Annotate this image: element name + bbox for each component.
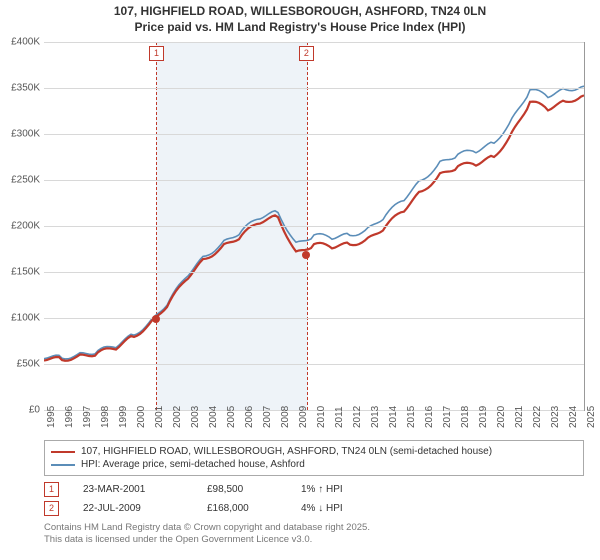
x-tick-label: 2018 <box>460 406 471 428</box>
x-tick-label: 2024 <box>568 406 579 428</box>
gridline <box>44 180 584 181</box>
x-tick-label: 2021 <box>514 406 525 428</box>
legend-label: HPI: Average price, semi-detached house,… <box>81 459 305 470</box>
x-tick-label: 2020 <box>496 406 507 428</box>
chart-title-line2: Price paid vs. HM Land Registry's House … <box>0 20 600 34</box>
marker-box: 2 <box>299 46 314 61</box>
x-tick-label: 2023 <box>550 406 561 428</box>
y-tick-label: £0 <box>0 405 40 416</box>
series-line-address <box>44 95 584 360</box>
x-tick-label: 2025 <box>586 406 597 428</box>
x-tick-label: 2011 <box>334 406 345 428</box>
gridline <box>44 364 584 365</box>
x-tick-label: 2003 <box>190 406 201 428</box>
y-tick-label: £350K <box>0 83 40 94</box>
tx-delta: 1% ↑ HPI <box>301 484 343 495</box>
x-tick-label: 2004 <box>208 406 219 428</box>
footer: Contains HM Land Registry data © Crown c… <box>44 522 584 547</box>
marker-box: 1 <box>149 46 164 61</box>
chart-plot-area: £0£50K£100K£150K£200K£250K£300K£350K£400… <box>44 42 585 411</box>
tx-price: £168,000 <box>207 503 277 514</box>
chart-title-line1: 107, HIGHFIELD ROAD, WILLESBOROUGH, ASHF… <box>0 0 600 20</box>
x-tick-label: 2014 <box>388 406 399 428</box>
y-tick-label: £50K <box>0 359 40 370</box>
legend-swatch-address <box>51 451 75 453</box>
legend-and-footer: 107, HIGHFIELD ROAD, WILLESBOROUGH, ASHF… <box>44 440 584 547</box>
x-tick-label: 2022 <box>532 406 543 428</box>
y-tick-label: £400K <box>0 37 40 48</box>
gridline <box>44 318 584 319</box>
marker-box: 1 <box>44 482 59 497</box>
x-tick-label: 2002 <box>172 406 183 428</box>
marker-dot <box>152 315 160 323</box>
x-tick-label: 2001 <box>154 406 165 428</box>
x-tick-label: 1999 <box>118 406 129 428</box>
marker-dot <box>302 251 310 259</box>
x-tick-label: 2016 <box>424 406 435 428</box>
gridline <box>44 42 584 43</box>
x-tick-label: 1996 <box>64 406 75 428</box>
x-tick-label: 2010 <box>316 406 327 428</box>
x-tick-label: 1995 <box>46 406 57 428</box>
x-tick-label: 2013 <box>370 406 381 428</box>
marker-box: 2 <box>44 501 59 516</box>
legend-swatch-hpi <box>51 464 75 466</box>
x-tick-label: 2000 <box>136 406 147 428</box>
y-tick-label: £300K <box>0 129 40 140</box>
legend-frame: 107, HIGHFIELD ROAD, WILLESBOROUGH, ASHF… <box>44 440 584 476</box>
x-tick-label: 2015 <box>406 406 417 428</box>
tx-date: 23-MAR-2001 <box>83 484 183 495</box>
legend-row: HPI: Average price, semi-detached house,… <box>51 458 577 471</box>
x-tick-label: 2012 <box>352 406 363 428</box>
x-tick-label: 2005 <box>226 406 237 428</box>
gridline <box>44 88 584 89</box>
x-tick-label: 2008 <box>280 406 291 428</box>
legend-row: 107, HIGHFIELD ROAD, WILLESBOROUGH, ASHF… <box>51 445 577 458</box>
x-tick-label: 2017 <box>442 406 453 428</box>
tx-price: £98,500 <box>207 484 277 495</box>
gridline <box>44 134 584 135</box>
x-tick-label: 2007 <box>262 406 273 428</box>
x-tick-label: 2019 <box>478 406 489 428</box>
tx-delta: 4% ↓ HPI <box>301 503 343 514</box>
x-tick-label: 1998 <box>100 406 111 428</box>
footer-line: Contains HM Land Registry data © Crown c… <box>44 522 584 534</box>
x-tick-label: 2006 <box>244 406 255 428</box>
tx-date: 22-JUL-2009 <box>83 503 183 514</box>
legend-label: 107, HIGHFIELD ROAD, WILLESBOROUGH, ASHF… <box>81 446 492 457</box>
gridline <box>44 272 584 273</box>
x-tick-label: 1997 <box>82 406 93 428</box>
y-tick-label: £200K <box>0 221 40 232</box>
transaction-rows: 1 23-MAR-2001 £98,500 1% ↑ HPI 2 22-JUL-2009 £… <box>44 480 584 518</box>
transaction-row: 2 22-JUL-2009 £168,000 4% ↓ HPI <box>44 499 584 518</box>
chart-container: 107, HIGHFIELD ROAD, WILLESBOROUGH, ASHF… <box>0 0 600 560</box>
x-tick-label: 2009 <box>298 406 309 428</box>
transaction-row: 1 23-MAR-2001 £98,500 1% ↑ HPI <box>44 480 584 499</box>
y-tick-label: £150K <box>0 267 40 278</box>
footer-line: This data is licensed under the Open Gov… <box>44 534 584 546</box>
y-tick-label: £100K <box>0 313 40 324</box>
y-tick-label: £250K <box>0 175 40 186</box>
gridline <box>44 226 584 227</box>
